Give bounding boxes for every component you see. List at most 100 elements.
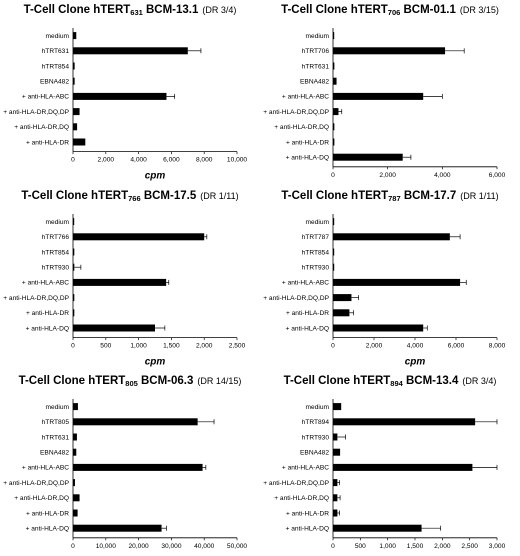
bar	[333, 138, 335, 146]
chart-panel: T-Cell Clone hTERT766 BCM-17.5 (DR 1/11) m…	[0, 186, 260, 371]
category-label: + anti-HLA-DQ	[286, 325, 329, 332]
chart-title-main: T-Cell Clone hTERT	[18, 375, 126, 387]
bar	[333, 479, 338, 487]
category-label: hTRT706	[302, 48, 330, 55]
x-tick-label: 1,500	[407, 543, 424, 550]
category-label: hTRT805	[42, 419, 70, 426]
bar	[333, 494, 338, 502]
x-tick-label: 6,000	[163, 157, 180, 164]
bar	[73, 324, 155, 332]
category-label: EBNA482	[40, 450, 69, 457]
chart-svg: medium hTRT766 hTRT854 hTRT930 + anti-HLA-AB…	[3, 214, 246, 368]
category-label: hTRT631	[42, 434, 70, 441]
error-bar	[337, 434, 346, 440]
chart-svg: medium hTRT631 hTRT854 EBNA482 + anti-HLA-AB…	[3, 28, 248, 182]
bar	[333, 324, 424, 332]
bar	[333, 32, 335, 40]
category-label: hTRT930	[42, 265, 70, 272]
category-label: hTRT894	[302, 419, 330, 426]
chart-svg: medium hTRT706 hTRT631 EBNA482 + anti-HLA-AB…	[263, 28, 506, 179]
chart-panel: T-Cell Clone hTERT805 BCM-06.3 (DR 14/15)…	[0, 371, 260, 556]
chart-title: T-Cell Clone hTERT894 BCM-13.4 (DR 3/4)	[260, 375, 520, 388]
category-label: medium	[46, 404, 70, 411]
bar	[333, 77, 337, 85]
category-label: hTRT631	[302, 63, 330, 70]
x-tick-label: 0	[331, 343, 335, 350]
chart-title: T-Cell Clone hTERT706 BCM-01.1 (DR 3/15)	[260, 4, 520, 17]
x-tick-label: 0	[71, 343, 75, 350]
x-tick-label: 1,000	[130, 343, 147, 350]
category-label: + anti-HLA-DR,DQ,DP	[263, 480, 329, 487]
bar	[73, 403, 78, 411]
bar	[333, 403, 342, 411]
category-label: + anti-HLA-DQ	[286, 526, 329, 533]
error-bar	[155, 325, 166, 331]
error-bar	[460, 279, 467, 285]
category-label: + anti-HLA-ABC	[22, 94, 69, 101]
error-bar	[74, 264, 82, 270]
x-tick-label: 500	[355, 543, 366, 550]
error-bar	[161, 525, 167, 531]
bar	[333, 153, 403, 161]
chart-title-dr: (DR 14/15)	[197, 376, 242, 386]
x-tick-label: 2,500	[461, 543, 478, 550]
category-label: + anti-HLA-DR,DQ,DP	[263, 295, 329, 302]
chart-title-clone: BCM-17.5	[140, 190, 197, 202]
bar	[73, 278, 167, 286]
x-axis-label: cpm	[145, 171, 166, 182]
x-tick-label: 8,000	[489, 343, 506, 350]
bar	[333, 509, 338, 517]
error-bar	[351, 295, 359, 301]
category-label: + anti-HLA-ABC	[22, 280, 69, 287]
category-label: hTRT854	[302, 249, 330, 256]
category-label: hTRT854	[42, 63, 70, 70]
category-label: + anti-HLA-ABC	[22, 465, 69, 472]
error-bar	[402, 154, 412, 160]
x-tick-label: 2,000	[98, 157, 115, 164]
bar	[73, 309, 75, 317]
x-tick-label: 1,000	[379, 543, 396, 550]
category-label: hTRT930	[302, 265, 330, 272]
chart-svg: medium hTRT805 hTRT631 EBNA482 + anti-HLA-AB…	[3, 399, 247, 550]
bar	[73, 294, 75, 302]
x-tick-label: 10,000	[227, 157, 248, 164]
x-tick-label: 2,000	[434, 543, 451, 550]
chart-title: T-Cell Clone hTERT631 BCM-13.1 (DR 3/4)	[0, 4, 260, 17]
x-tick-label: 4,000	[130, 157, 147, 164]
error-bar	[475, 419, 498, 425]
category-label: + anti-HLA-DR	[26, 310, 69, 317]
bar	[73, 479, 75, 487]
bar	[333, 218, 335, 226]
category-label: medium	[306, 404, 330, 411]
chart-title-main: T-Cell Clone hTERT	[281, 190, 389, 202]
category-label: + anti-HLA-ABC	[282, 94, 329, 101]
bar	[333, 433, 338, 441]
bar	[73, 62, 75, 70]
bar	[73, 524, 162, 532]
chart-title-dr: (DR 1/11)	[460, 191, 499, 201]
category-label: EBNA482	[40, 79, 69, 86]
error-bar	[187, 48, 202, 54]
x-tick-label: 3,000	[489, 543, 506, 550]
error-bar	[449, 234, 461, 240]
x-tick-label: 0	[71, 157, 75, 164]
category-label: medium	[46, 219, 70, 226]
error-bar	[202, 464, 207, 470]
bar	[73, 233, 205, 241]
bar	[73, 418, 198, 426]
chart-title-clone: BCM-13.1	[142, 4, 199, 16]
x-tick-label: 2,500	[229, 343, 246, 350]
chart-title: T-Cell Clone hTERT787 BCM-17.7 (DR 1/11)	[260, 190, 520, 203]
x-tick-label: 500	[100, 343, 111, 350]
error-bar	[337, 480, 340, 486]
x-tick-label: 2,000	[366, 343, 383, 350]
x-tick-label: 8,000	[196, 157, 213, 164]
chart-panel: T-Cell Clone hTERT787 BCM-17.7 (DR 1/11) m…	[260, 186, 520, 371]
bar	[333, 233, 450, 241]
chart-title-clone: BCM-17.7	[400, 190, 457, 202]
category-label: + anti-HLA-DQ	[286, 155, 329, 162]
x-axis-label: cpm	[405, 357, 426, 368]
bar	[333, 448, 341, 456]
chart-title-main: T-Cell Clone hTERT	[23, 4, 131, 16]
